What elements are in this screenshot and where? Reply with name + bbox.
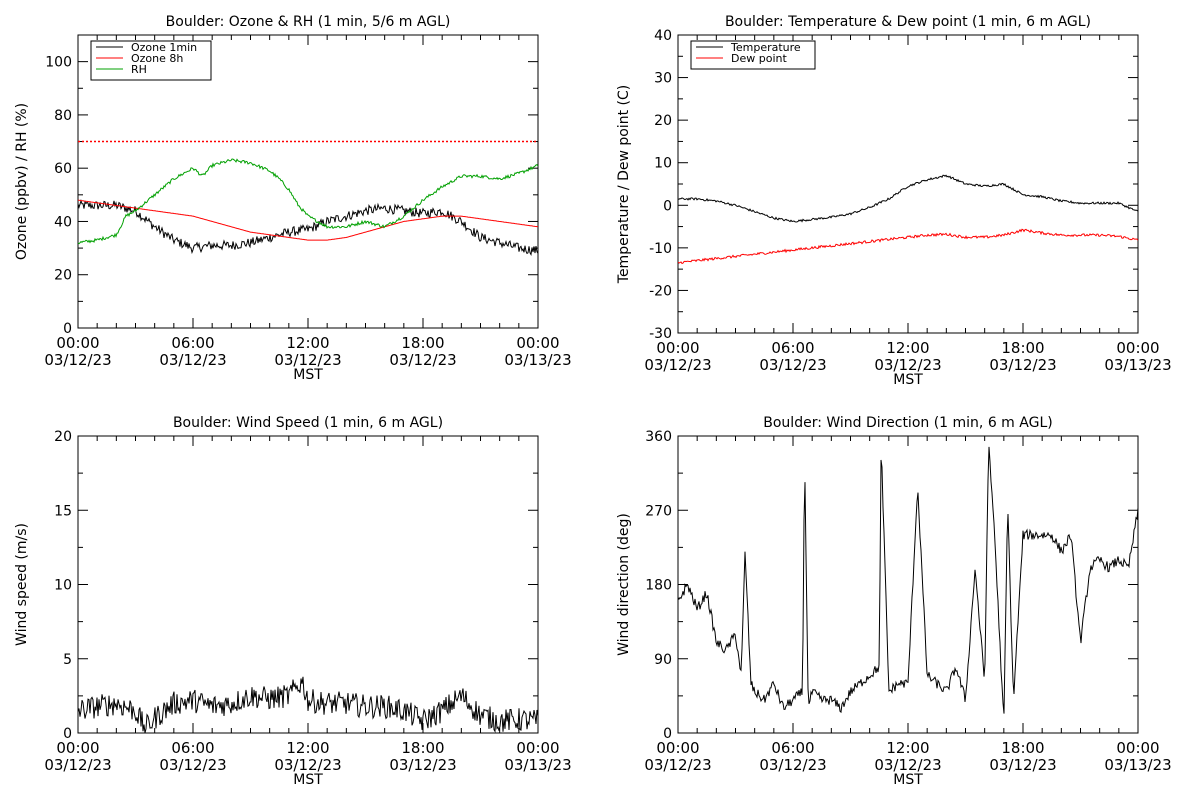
x-tick-label-date: 03/12/23 xyxy=(274,351,341,369)
x-tick-label-time: 00:00 xyxy=(1116,339,1159,357)
x-tick-label-date: 03/12/23 xyxy=(274,756,341,774)
legend-label: Dew point xyxy=(731,52,787,65)
chart-panel-3: Boulder: Wind Speed (1 min, 6 m AGL) 0 5 10… xyxy=(14,415,572,788)
y-tick-label: 20 xyxy=(654,113,672,129)
x-tick-label-time: 06:00 xyxy=(771,739,814,757)
x-tick-label-time: 00:00 xyxy=(56,334,99,352)
x-tick-label-time: 00:00 xyxy=(1116,739,1159,757)
x-tick-label-time: 00:00 xyxy=(56,739,99,757)
x-tick-label-date: 03/12/23 xyxy=(989,756,1056,774)
x-axis-label: MST xyxy=(893,372,923,388)
x-tick-label-date: 03/12/23 xyxy=(644,756,711,774)
x-tick-label-date: 03/13/23 xyxy=(504,351,571,369)
legend-label: Ozone 1min xyxy=(131,41,197,54)
x-tick-label-time: 06:00 xyxy=(771,339,814,357)
x-tick-label-date: 03/12/23 xyxy=(159,756,226,774)
x-tick-label-date: 03/12/23 xyxy=(989,356,1056,374)
y-tick-label: 10 xyxy=(654,156,672,172)
x-tick-label-time: 00:00 xyxy=(516,334,559,352)
x-tick-label-date: 03/12/23 xyxy=(389,756,456,774)
chart-title: Boulder: Wind Direction (1 min, 6 m AGL) xyxy=(763,415,1052,431)
y-tick-label: -10 xyxy=(649,241,672,257)
y-axis-label: Temperature / Dew point (C) xyxy=(616,85,632,284)
y-tick-label: 10 xyxy=(54,578,72,594)
x-tick-label-date: 03/12/23 xyxy=(44,351,111,369)
series-line-2 xyxy=(78,199,538,241)
chart-title: Boulder: Ozone & RH (1 min, 5/6 m AGL) xyxy=(166,14,451,30)
y-tick-label: 100 xyxy=(45,55,72,71)
legend-label: Ozone 8h xyxy=(131,52,183,65)
x-tick-label-date: 03/12/23 xyxy=(159,351,226,369)
x-tick-label-time: 00:00 xyxy=(656,739,699,757)
y-tick-label: 270 xyxy=(645,503,672,519)
series-line-1 xyxy=(78,676,538,733)
x-axis-label: MST xyxy=(293,367,323,383)
y-tick-label: 0 xyxy=(63,726,72,742)
y-tick-label: 90 xyxy=(654,652,672,668)
y-tick-label: 30 xyxy=(654,71,672,87)
x-tick-label-date: 03/12/23 xyxy=(759,756,826,774)
chart-title: Boulder: Temperature & Dew point (1 min,… xyxy=(725,14,1091,30)
y-tick-label: 40 xyxy=(54,214,72,230)
x-tick-label-date: 03/12/23 xyxy=(759,356,826,374)
x-tick-label-time: 12:00 xyxy=(286,739,329,757)
series-line-1 xyxy=(78,198,538,256)
x-tick-label-date: 03/12/23 xyxy=(874,356,941,374)
y-tick-label: 80 xyxy=(54,108,72,124)
y-tick-label: 15 xyxy=(54,503,72,519)
x-tick-label-date: 03/13/23 xyxy=(1104,356,1171,374)
x-tick-label-date: 03/13/23 xyxy=(504,756,571,774)
y-tick-label: 360 xyxy=(645,429,672,445)
y-tick-label: -30 xyxy=(649,326,672,342)
y-axis-label: Ozone (ppbv) / RH (%) xyxy=(14,103,30,260)
chart-title: Boulder: Wind Speed (1 min, 6 m AGL) xyxy=(173,415,443,431)
y-tick-label: 0 xyxy=(663,726,672,742)
x-tick-label-date: 03/12/23 xyxy=(44,756,111,774)
x-axis-label: MST xyxy=(893,772,923,788)
x-tick-label-time: 18:00 xyxy=(1001,739,1044,757)
plot-frame xyxy=(77,435,539,734)
x-tick-label-time: 12:00 xyxy=(286,334,329,352)
y-tick-label: 20 xyxy=(54,429,72,445)
chart-panel-4: Boulder: Wind Direction (1 min, 6 m AGL)… xyxy=(616,415,1172,788)
y-axis-label: Wind direction (deg) xyxy=(616,513,632,656)
x-tick-label-time: 12:00 xyxy=(886,339,929,357)
x-tick-label-date: 03/12/23 xyxy=(644,356,711,374)
x-tick-label-time: 00:00 xyxy=(656,339,699,357)
y-tick-label: 0 xyxy=(63,321,72,337)
legend-box xyxy=(690,40,816,70)
series-line-1 xyxy=(678,446,1138,714)
series-line-3 xyxy=(78,158,538,245)
y-tick-label: 5 xyxy=(63,652,72,668)
plot-frame xyxy=(677,435,1139,734)
y-tick-label: 60 xyxy=(54,161,72,177)
x-tick-label-time: 18:00 xyxy=(401,334,444,352)
legend-label: Temperature xyxy=(730,41,801,54)
y-tick-label: 0 xyxy=(663,198,672,214)
x-tick-label-time: 18:00 xyxy=(401,739,444,757)
x-tick-label-date: 03/12/23 xyxy=(874,756,941,774)
chart-panel-2: Boulder: Temperature & Dew point (1 min,… xyxy=(616,14,1172,388)
legend-label: RH xyxy=(131,63,147,76)
y-tick-label: -20 xyxy=(649,283,672,299)
chart-panel-1: Boulder: Ozone & RH (1 min, 5/6 m AGL) 0 2… xyxy=(14,14,572,383)
y-tick-label: 40 xyxy=(654,28,672,44)
x-tick-label-date: 03/13/23 xyxy=(1104,756,1171,774)
y-axis-label: Wind speed (m/s) xyxy=(14,523,30,646)
x-tick-label-date: 03/12/23 xyxy=(389,351,456,369)
y-tick-label: 20 xyxy=(54,268,72,284)
x-tick-label-time: 06:00 xyxy=(171,739,214,757)
x-tick-label-time: 00:00 xyxy=(516,739,559,757)
y-tick-label: 180 xyxy=(645,578,672,594)
x-tick-label-time: 12:00 xyxy=(886,739,929,757)
x-tick-label-time: 18:00 xyxy=(1001,339,1044,357)
series-line-2 xyxy=(678,228,1138,265)
series-line-1 xyxy=(678,174,1138,223)
x-axis-label: MST xyxy=(293,772,323,788)
x-tick-label-time: 06:00 xyxy=(171,334,214,352)
plot-frame xyxy=(677,34,1139,334)
